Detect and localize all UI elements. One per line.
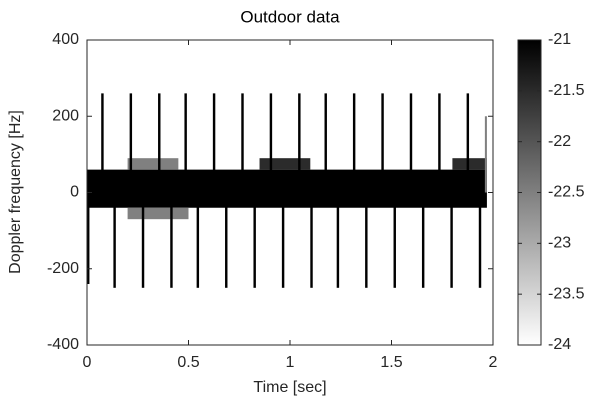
chart-title: Outdoor data <box>240 7 340 26</box>
spectrogram-cell <box>87 192 90 284</box>
y-tick-label: 0 <box>70 184 79 201</box>
spectrogram-cell <box>310 192 313 288</box>
spectrogram-cell <box>298 93 301 193</box>
x-axis-label: Time [sec] <box>253 379 326 396</box>
spectrogram-cell <box>127 207 189 220</box>
y-tick-label: -400 <box>47 336 79 353</box>
x-tick-label: 2 <box>489 354 498 371</box>
spectrogram-cell <box>484 116 487 193</box>
spectrogram-cell <box>129 93 133 193</box>
spectrogram-cell <box>281 192 285 288</box>
spectrogram-cell <box>409 93 413 193</box>
x-tick-label: 1 <box>286 354 295 371</box>
spectrogram-cell <box>381 93 384 193</box>
spectrogram-cell <box>452 158 487 170</box>
colorbar-tick-label: -21 <box>548 31 571 48</box>
colorbar-tick-label: -22 <box>548 133 571 150</box>
spectrogram-cell <box>466 93 470 193</box>
spectrogram-cell <box>478 192 482 288</box>
spectrogram-cell <box>225 192 228 288</box>
spectrogram-cell <box>259 158 311 170</box>
spectrogram-cell <box>269 93 273 193</box>
y-tick-label: 400 <box>52 31 79 48</box>
spectrogram-cell <box>352 93 356 193</box>
spectrogram-cell <box>127 158 179 170</box>
y-tick-label: -200 <box>47 260 79 277</box>
colorbar-tick-label: -22.5 <box>548 184 585 201</box>
colorbar-tick-label: -21.5 <box>548 82 585 99</box>
x-tick-label: 0.5 <box>177 354 199 371</box>
spectrogram-cell <box>324 93 327 193</box>
y-tick-label: 200 <box>52 107 79 124</box>
spectrogram-cell <box>101 93 104 193</box>
spectrogram-cell <box>170 192 173 288</box>
spectrogram-cell <box>450 192 453 288</box>
spectrogram-cell <box>393 192 396 288</box>
spectrogram-cell <box>336 192 340 288</box>
spectrogram-cell <box>184 93 187 193</box>
spectrogram-cell <box>241 93 244 193</box>
spectrogram-cell <box>365 192 368 288</box>
spectrogram-cell <box>113 192 116 288</box>
colorbar-tick-label: -23.5 <box>548 285 585 302</box>
spectrogram-cell <box>212 93 216 193</box>
x-tick-label: 0 <box>83 354 92 371</box>
spectrogram-cell <box>158 93 161 193</box>
x-tick-label: 1.5 <box>380 354 402 371</box>
colorbar-tick-label: -23 <box>548 235 571 252</box>
spectrogram-cell <box>438 93 441 193</box>
spectrogram-cell <box>253 192 256 288</box>
spectrogram-cell <box>196 192 200 288</box>
spectrogram-cell <box>421 192 425 288</box>
y-axis-label: Doppler frequency [Hz] <box>7 110 24 274</box>
spectrogram-cell <box>141 192 145 288</box>
spectrogram-cell <box>87 169 487 208</box>
colorbar-tick-label: -24 <box>548 336 571 353</box>
